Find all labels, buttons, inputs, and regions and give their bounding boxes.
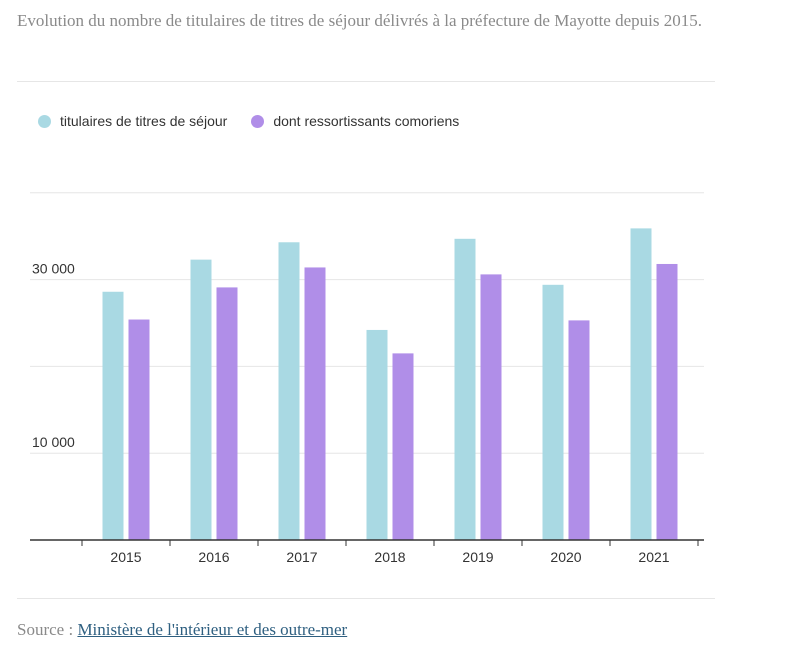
bar-comoriens-2016: [216, 287, 238, 540]
bar-titulaires-2018: [366, 329, 388, 540]
x-tick-label: 2020: [550, 549, 581, 565]
bar-chart: 10 000 30 000 2015 2016 2017 2018 2019 2020 2021: [30, 192, 704, 565]
bar-titulaires-2017: [278, 242, 300, 540]
x-tick-label: 2021: [638, 549, 669, 565]
top-divider: [17, 81, 715, 82]
bar-comoriens-2020: [568, 320, 590, 540]
x-tick-label: 2018: [374, 549, 405, 565]
legend-swatch-titulaires: [38, 114, 51, 128]
bar-comoriens-2019: [480, 274, 502, 540]
legend-swatch-comoriens: [251, 114, 265, 128]
source-link[interactable]: Ministère de l'intérieur et des outre-me…: [77, 620, 348, 639]
source-prefix: Source :: [17, 620, 74, 639]
bar-titulaires-2019: [454, 238, 476, 540]
y-tick-label: 30 000: [32, 261, 75, 277]
legend-label-comoriens: dont ressortissants comoriens: [273, 113, 460, 129]
source-line: Source : Ministère de l'intérieur et des…: [17, 620, 347, 640]
bar-comoriens-2018: [392, 353, 414, 540]
bar-titulaires-2015: [102, 291, 124, 540]
bar-comoriens-2015: [128, 319, 150, 540]
x-tick-label: 2015: [110, 549, 141, 565]
x-tick-label: 2019: [462, 549, 493, 565]
bar-titulaires-2016: [190, 259, 212, 540]
y-tick-label: 10 000: [32, 434, 75, 450]
bar-titulaires-2020: [542, 284, 564, 540]
x-tick-label: 2016: [198, 549, 229, 565]
bar-comoriens-2021: [656, 263, 678, 540]
chart-subtitle: Evolution du nombre de titulaires de tit…: [17, 11, 702, 30]
bottom-divider: [17, 598, 715, 599]
bar-comoriens-2017: [304, 267, 326, 540]
legend-item-titulaires[interactable]: titulaires de titres de séjour: [38, 113, 227, 129]
bar-titulaires-2021: [630, 228, 652, 540]
legend-item-comoriens[interactable]: dont ressortissants comoriens: [251, 113, 459, 129]
x-tick-label: 2017: [286, 549, 317, 565]
chart-legend: titulaires de titres de séjour dont ress…: [38, 113, 483, 129]
legend-label-titulaires: titulaires de titres de séjour: [60, 113, 228, 129]
